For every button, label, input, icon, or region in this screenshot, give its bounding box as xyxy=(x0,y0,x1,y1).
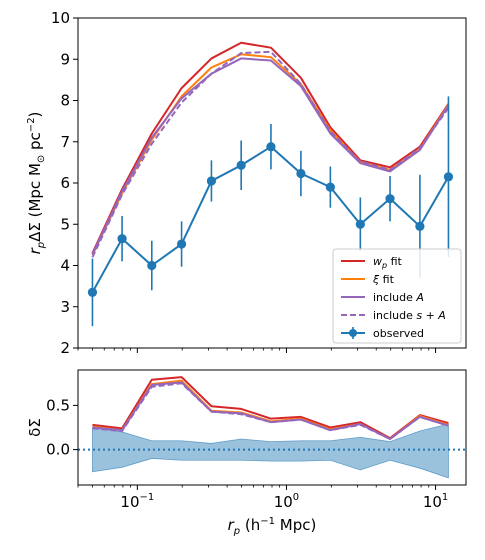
y-tick-label: 10 xyxy=(51,9,70,27)
observed-point xyxy=(325,182,335,192)
x-tick-base: 10 xyxy=(274,493,293,511)
legend-swatch-observed-marker xyxy=(349,329,357,337)
legend-label-wp: wp fit xyxy=(373,255,403,270)
bottom-panel: δΣ rp (h−1 Mpc) 0.00.510−1 100 101 xyxy=(26,369,467,537)
residual-line xyxy=(92,382,449,440)
x-label-sub: p xyxy=(233,526,240,537)
y-tick-label: 0.5 xyxy=(46,396,70,414)
observed-point xyxy=(415,221,425,231)
observed-point xyxy=(147,260,157,271)
y-label-sun: ⊙ xyxy=(36,155,47,163)
legend-fit: fit xyxy=(387,255,402,268)
y-tick-label: 0.0 xyxy=(46,441,70,459)
legend-var: s + A xyxy=(416,309,445,322)
observed-point xyxy=(87,287,98,297)
legend-p: p xyxy=(381,261,387,270)
x-label-r: r xyxy=(228,516,235,534)
bottom-y-axis-label: δΣ xyxy=(26,418,44,437)
legend-label-observed: observed xyxy=(373,327,424,340)
observed-point xyxy=(385,194,395,204)
legend-fit: fit xyxy=(379,273,394,286)
y-tick-label: 3 xyxy=(60,298,70,316)
top-y-axis-label: rpΔΣ (Mpc M⊙ pc−2) xyxy=(26,112,47,255)
x-label-mpc: Mpc) xyxy=(275,516,316,534)
legend-box xyxy=(332,248,462,344)
x-tick-base: 10 xyxy=(423,493,442,511)
legend-var: A xyxy=(415,291,424,304)
y-tick-label: 2 xyxy=(60,339,70,357)
observed-point xyxy=(117,234,127,244)
y-label-exp: −2 xyxy=(26,117,37,132)
observed-point xyxy=(206,176,217,186)
y-label-r: r xyxy=(26,247,44,254)
x-tick-exp: −1 xyxy=(140,492,155,503)
legend-include: include xyxy=(373,291,416,304)
y-tick-label: 5 xyxy=(60,215,70,233)
uncertainty-band xyxy=(92,423,449,479)
legend-label-sA: include s + A xyxy=(373,309,446,322)
legend-w: w xyxy=(373,255,382,268)
observed-point xyxy=(355,219,365,229)
observed-point xyxy=(296,168,306,179)
top-y-label-text: rpΔΣ (Mpc M⊙ pc−2) xyxy=(26,112,47,255)
model-line-sA xyxy=(91,50,450,258)
residual-line xyxy=(92,376,449,440)
legend-label-xi: ξ fit xyxy=(372,273,395,286)
x-tick-base: 10 xyxy=(120,493,139,511)
y-tick-label: 4 xyxy=(60,257,70,275)
observed-point xyxy=(266,142,276,152)
x-axis-label: rp (h−1 Mpc) xyxy=(228,516,317,537)
y-label-sub: p xyxy=(36,242,47,249)
x-tick-label: 10−1 xyxy=(120,492,154,511)
y-tick-label: 8 xyxy=(60,92,70,110)
x-label-h: (h xyxy=(240,516,260,534)
y-label-close: ) xyxy=(26,112,44,118)
y-label-pc: pc xyxy=(26,132,44,155)
model-line-A xyxy=(91,57,450,255)
x-label-exp: −1 xyxy=(260,516,275,527)
observed-point xyxy=(443,172,454,182)
model-line-wp xyxy=(91,41,450,254)
legend-xi: ξ xyxy=(372,273,380,286)
bottom-plot-frame xyxy=(77,369,467,486)
observed-point xyxy=(176,239,187,249)
legend-label-A: include A xyxy=(373,291,424,304)
bottom-y-label-text: δΣ xyxy=(26,418,44,437)
y-tick-label: 7 xyxy=(60,133,70,151)
y-label-main: ΔΣ (Mpc M xyxy=(26,163,44,242)
x-tick-label: 101 xyxy=(423,492,448,511)
x-tick-exp: 0 xyxy=(293,492,299,503)
x-tick-exp: 1 xyxy=(442,492,448,503)
observed-point xyxy=(236,160,246,170)
y-tick-label: 6 xyxy=(60,174,70,192)
legend-include: include xyxy=(373,309,416,322)
x-label-text: rp (h−1 Mpc) xyxy=(228,516,317,537)
y-tick-label: 9 xyxy=(60,50,70,68)
residual-line xyxy=(92,381,449,440)
x-tick-label: 100 xyxy=(274,492,299,511)
top-plot-frame xyxy=(77,17,467,349)
